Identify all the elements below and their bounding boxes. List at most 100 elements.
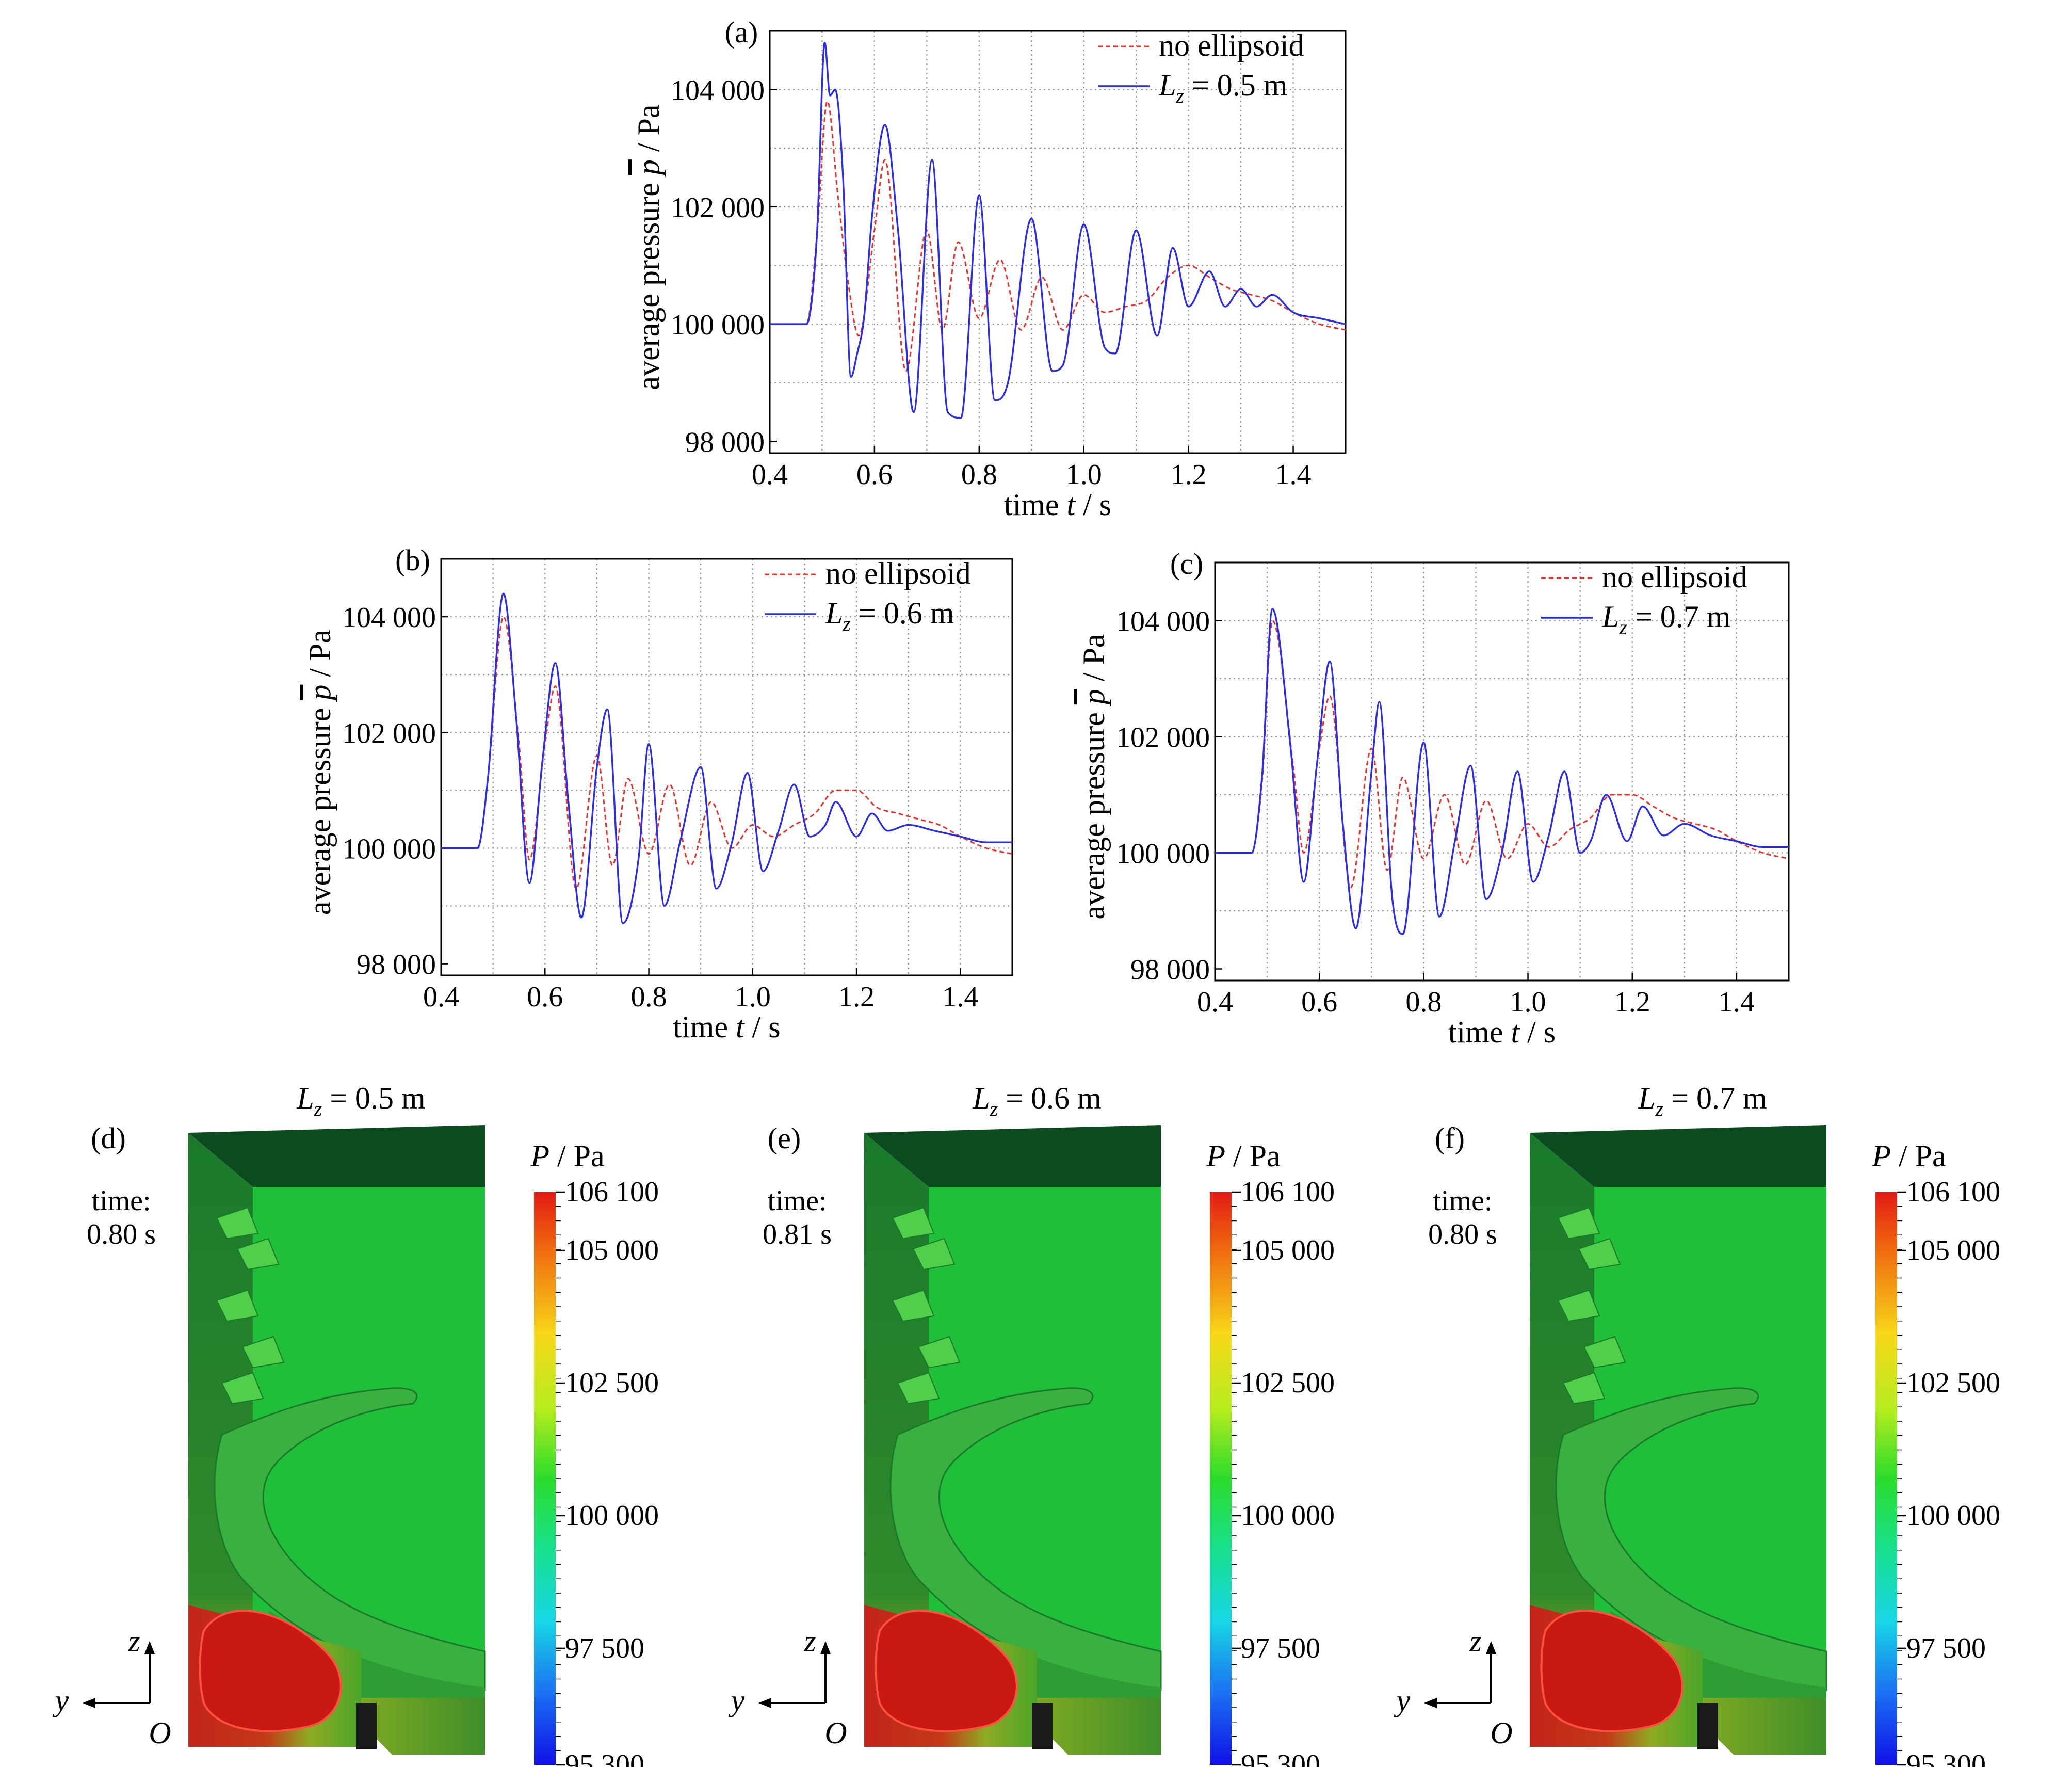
y-tick-label: 102 000 bbox=[342, 717, 436, 749]
vortex-shard bbox=[897, 1372, 940, 1405]
vortex-shard bbox=[236, 1238, 280, 1271]
time-label: time: bbox=[767, 1185, 827, 1217]
x-tick-label: 1.4 bbox=[1275, 459, 1312, 491]
shock-front-surface bbox=[1555, 1387, 1827, 1691]
colorbar-tick-label: 100 000 bbox=[565, 1500, 659, 1532]
series-no-ellipsoid-line bbox=[770, 100, 1346, 372]
legend-label-ellipsoid: Lz = 0.7 m bbox=[1601, 600, 1730, 639]
vortex-shard bbox=[1557, 1207, 1600, 1240]
colorbar-title: P / Pa bbox=[1206, 1139, 1280, 1173]
colorbar-title: P / Pa bbox=[530, 1139, 604, 1173]
vortex-shard bbox=[221, 1372, 264, 1405]
legend-label-ellipsoid: Lz = 0.6 m bbox=[825, 596, 954, 635]
colorbar-tick-label: 95 300 bbox=[1241, 1749, 1320, 1767]
series-no-ellipsoid-line bbox=[441, 616, 1013, 890]
colorbar-tick-label: 106 100 bbox=[565, 1176, 659, 1208]
triad-z-arrow bbox=[1486, 1641, 1496, 1654]
vortex-shard bbox=[1557, 1289, 1600, 1322]
time-value: 0.80 s bbox=[87, 1218, 156, 1250]
y-axis-label: average pressure p / Pa bbox=[303, 630, 337, 915]
triad-z-arrow bbox=[820, 1641, 831, 1654]
x-axis-label: time t / s bbox=[1004, 488, 1111, 522]
vortex-shard bbox=[216, 1289, 259, 1322]
time-label: time: bbox=[1433, 1185, 1492, 1217]
x-tick-label: 0.6 bbox=[1301, 986, 1337, 1018]
x-tick-label: 1.2 bbox=[838, 981, 875, 1013]
legend-label-no-ellipsoid: no ellipsoid bbox=[1159, 28, 1304, 62]
panel-label: (e) bbox=[768, 1121, 801, 1155]
x-tick-label: 0.6 bbox=[527, 981, 563, 1013]
floor-step-gap bbox=[1032, 1703, 1053, 1749]
panel-title: Lz = 0.5 m bbox=[296, 1081, 425, 1120]
y-axis-label: average pressure p / Pa bbox=[632, 104, 666, 390]
y-tick-label: 102 000 bbox=[671, 192, 765, 224]
y-tick-label: 104 000 bbox=[342, 602, 436, 634]
x-axis-label: time t / s bbox=[1448, 1015, 1556, 1049]
colorbar-title: P / Pa bbox=[1871, 1139, 1946, 1173]
panel-label: (f) bbox=[1435, 1121, 1465, 1155]
plot-frame bbox=[769, 30, 1347, 454]
triad-z-label: z bbox=[803, 1624, 816, 1658]
x-tick-label: 1.4 bbox=[1719, 986, 1755, 1018]
x-tick-label: 1.0 bbox=[735, 981, 771, 1013]
series-ellipsoid-line bbox=[441, 592, 1012, 924]
triad-y-label: y bbox=[52, 1683, 69, 1717]
triad-y-label: y bbox=[1394, 1683, 1411, 1717]
y-tick-label: 98 000 bbox=[357, 949, 436, 981]
legend-label-ellipsoid: Lz = 0.5 m bbox=[1158, 68, 1287, 107]
triad-y-arrow bbox=[758, 1698, 771, 1708]
colorbar bbox=[1875, 1192, 1897, 1765]
colorbar bbox=[534, 1192, 556, 1765]
plot-frame bbox=[440, 558, 1013, 976]
colorbar-tick-label: 102 500 bbox=[1241, 1367, 1335, 1399]
triad-y-arrow bbox=[1424, 1698, 1437, 1708]
triad-y-arrow bbox=[83, 1698, 95, 1708]
x-tick-label: 0.8 bbox=[961, 459, 997, 491]
y-tick-label: 98 000 bbox=[685, 426, 765, 458]
domain-top-face bbox=[1530, 1125, 1826, 1187]
colorbar-tick-label: 102 500 bbox=[565, 1367, 659, 1399]
vortex-shard bbox=[892, 1207, 935, 1240]
x-tick-label: 1.4 bbox=[942, 981, 978, 1013]
vortex-shard bbox=[241, 1336, 285, 1369]
triad-z-arrow bbox=[144, 1641, 155, 1654]
shock-front-surface bbox=[214, 1387, 486, 1691]
chart-panel-c: 0.4 0.6 0.8 1.0 1.2 1.4 98 000 100 000 102 000 10… bbox=[1077, 547, 1790, 1049]
colorbar-tick-label: 106 100 bbox=[1241, 1176, 1335, 1208]
triad-z-label: z bbox=[127, 1624, 140, 1658]
series-ellipsoid-line bbox=[770, 42, 1346, 419]
colorbar bbox=[1210, 1192, 1232, 1765]
colorbar-tick-label: 105 000 bbox=[1906, 1234, 2000, 1266]
colorbar-tick-label: 97 500 bbox=[565, 1632, 644, 1664]
vortex-shard bbox=[1583, 1336, 1626, 1369]
time-value: 0.80 s bbox=[1428, 1218, 1497, 1250]
x-axis-label: time t / s bbox=[673, 1010, 780, 1044]
domain-front-face bbox=[253, 1187, 485, 1700]
chart-panel-b: 0.4 0.6 0.8 1.0 1.2 1.4 98 000 100 000 102 000 10… bbox=[303, 543, 1013, 1044]
ellipsoid-outline bbox=[199, 1610, 342, 1732]
colorbar-tick-label: 106 100 bbox=[1906, 1176, 2000, 1208]
x-tick-label: 1.2 bbox=[1614, 986, 1650, 1018]
ellipsoid-outline bbox=[1540, 1610, 1684, 1732]
domain-top-face bbox=[188, 1125, 485, 1187]
floor-ramp bbox=[1037, 1698, 1161, 1755]
panel-label: (d) bbox=[91, 1121, 126, 1155]
floor-ramp bbox=[361, 1698, 485, 1755]
colorbar-tick-label: 97 500 bbox=[1906, 1632, 1986, 1664]
x-tick-label: 1.0 bbox=[1066, 459, 1102, 491]
series-ellipsoid-line bbox=[1215, 608, 1789, 935]
ellipsoid-outline bbox=[875, 1610, 1018, 1732]
domain-front-face bbox=[929, 1187, 1161, 1700]
colorbar-tick-label: 97 500 bbox=[1241, 1632, 1320, 1664]
y-tick-label: 100 000 bbox=[1116, 838, 1210, 870]
legend-label-no-ellipsoid: no ellipsoid bbox=[1602, 560, 1747, 594]
panel-label: (a) bbox=[725, 15, 758, 49]
legend-label-no-ellipsoid: no ellipsoid bbox=[825, 556, 971, 590]
time-label: time: bbox=[91, 1185, 151, 1217]
panel-label: (c) bbox=[1170, 547, 1203, 581]
colorbar-tick-label: 102 500 bbox=[1906, 1367, 2000, 1399]
